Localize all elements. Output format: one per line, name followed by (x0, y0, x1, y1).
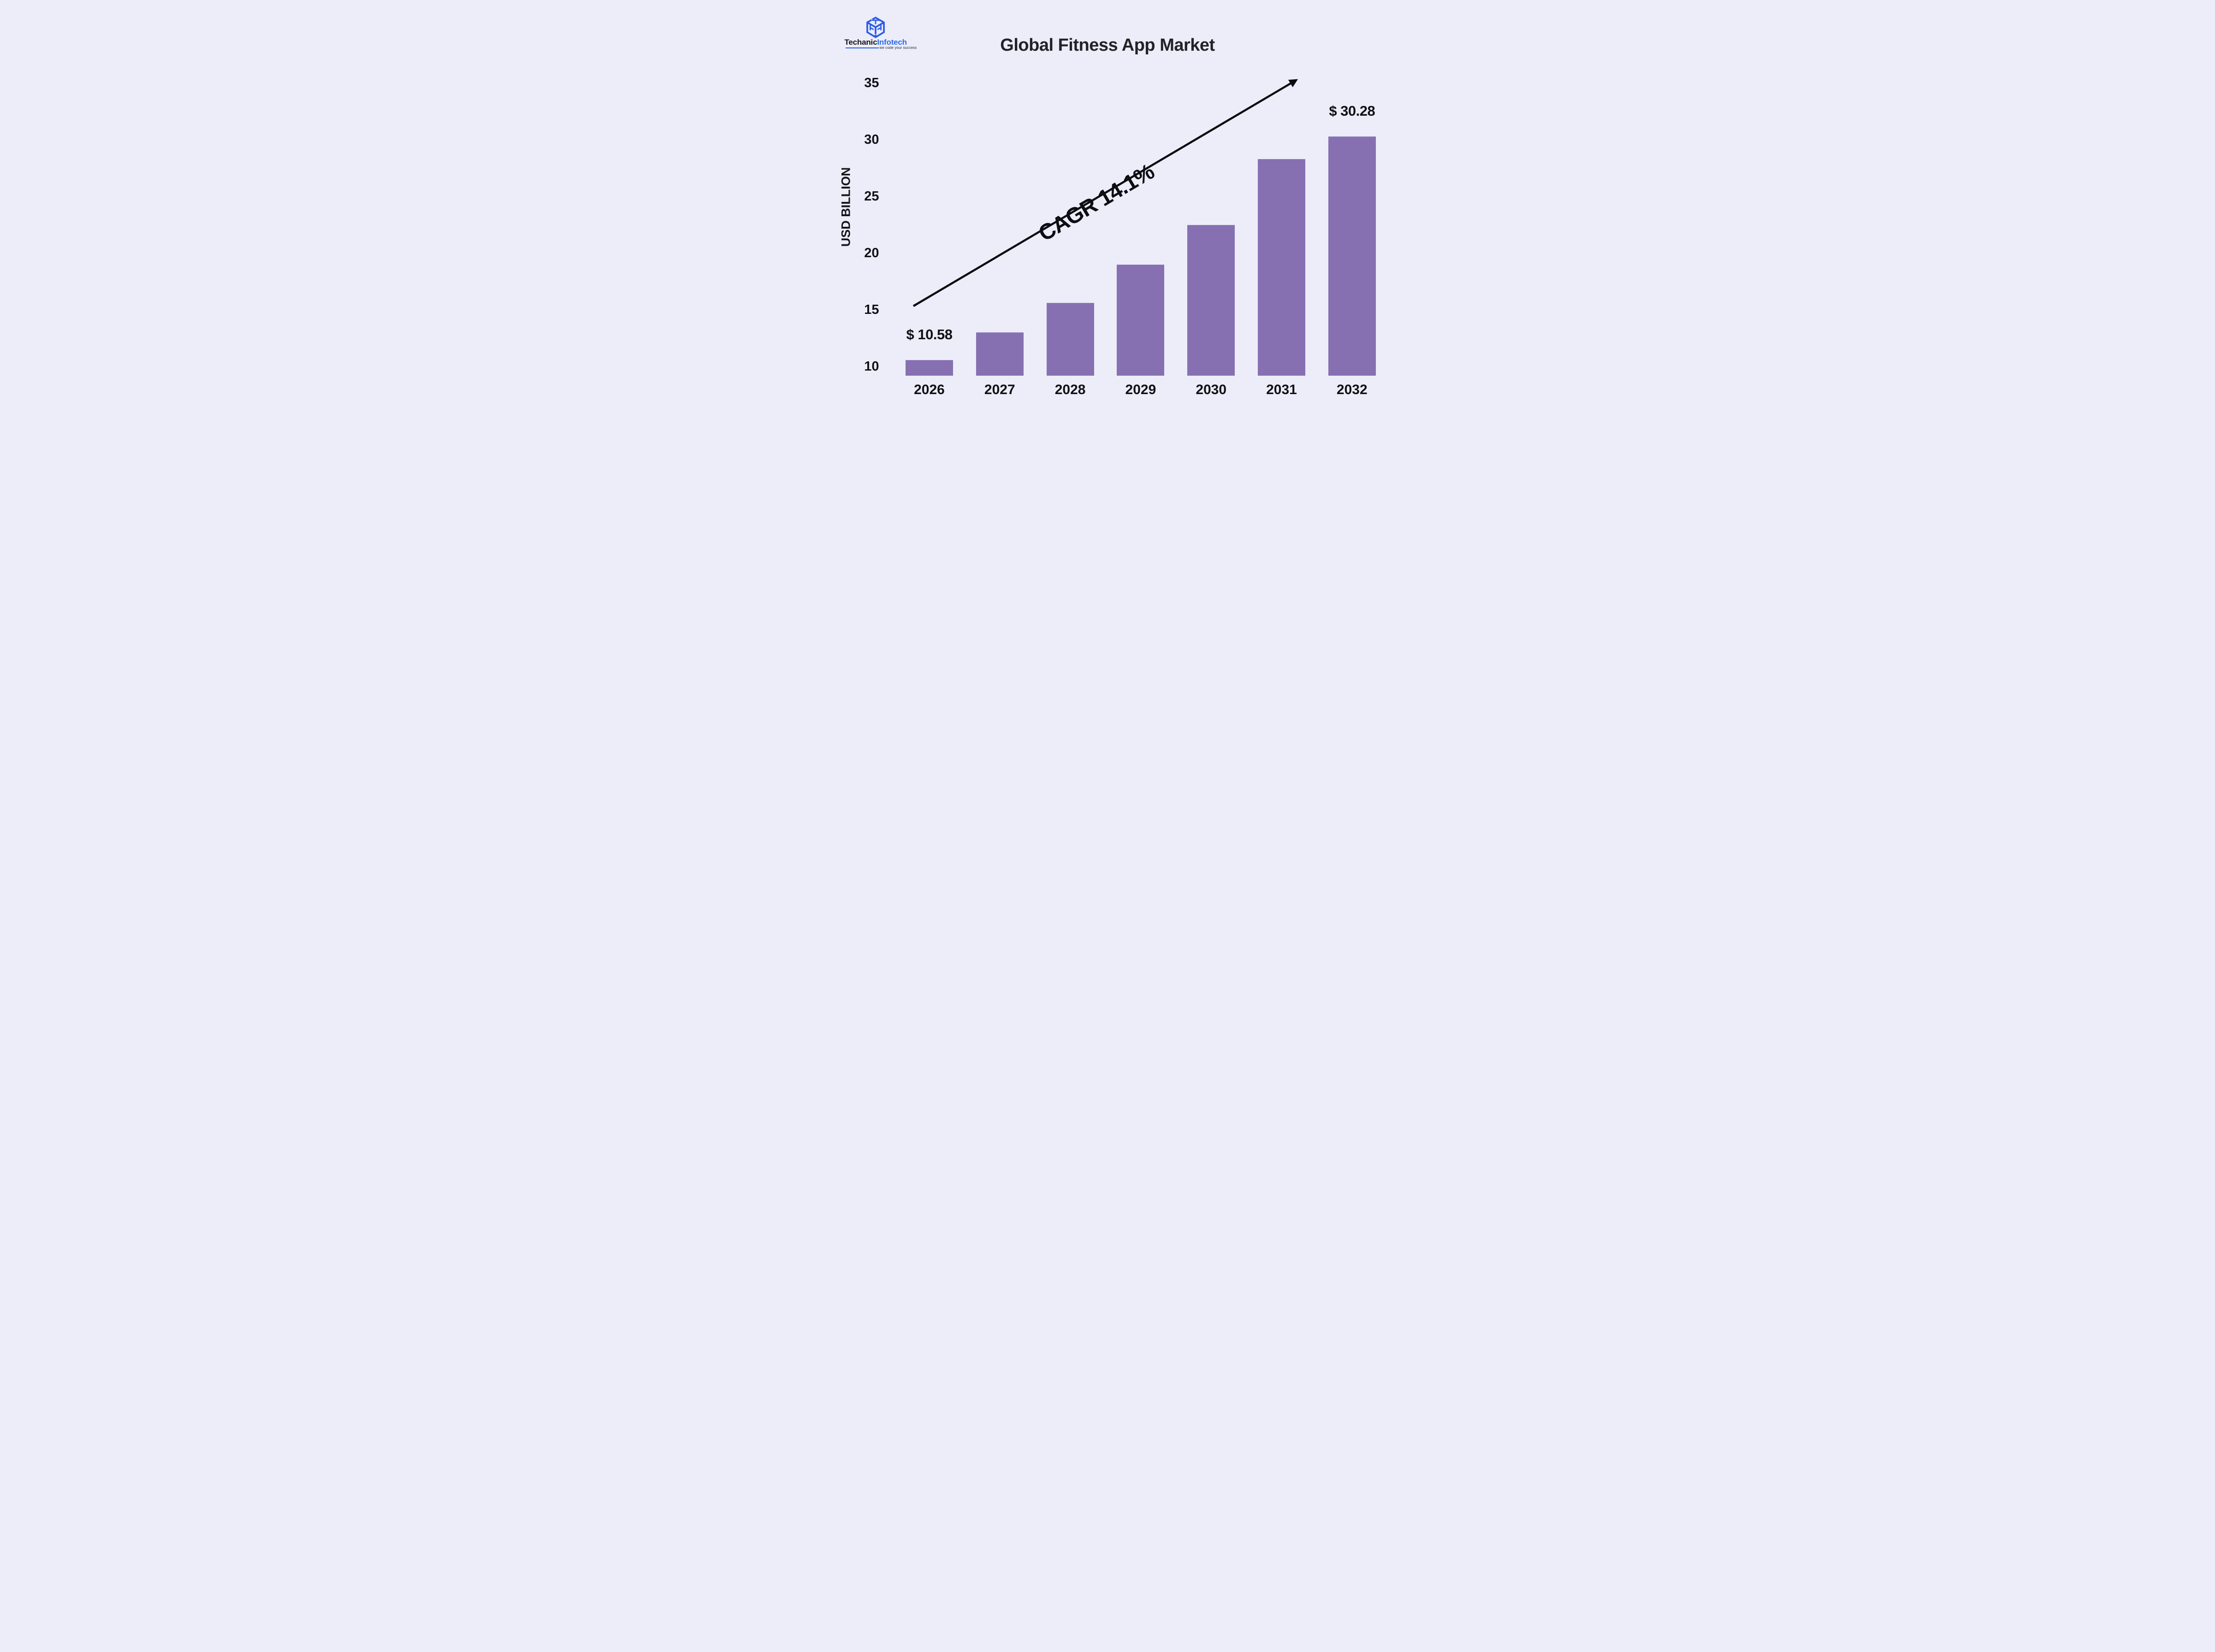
bar-value-label: $ 10.58 (906, 326, 953, 342)
x-category-label: 2028 (1054, 382, 1086, 397)
x-category-label: 2029 (1125, 382, 1156, 397)
x-category-label: 2032 (1336, 382, 1368, 397)
x-category-label: 2030 (1196, 382, 1227, 397)
brand-wordmark-blue: Infotech (877, 38, 907, 47)
y-tick-label: 25 (864, 189, 879, 204)
bar-2026 (906, 360, 953, 376)
bar-2032 (1328, 136, 1376, 376)
logo: TechanicInfotech we code your success (831, 0, 932, 60)
bar-2027 (976, 332, 1024, 376)
bar-2030 (1187, 224, 1235, 376)
x-category-label: 2026 (914, 382, 945, 397)
bar-value-label: $ 30.28 (1329, 103, 1375, 119)
cube-logo-icon (866, 17, 885, 38)
chart-title: Global Fitness App Market (1000, 35, 1215, 55)
bar-2028 (1046, 303, 1094, 376)
bar-2031 (1258, 159, 1305, 376)
x-category-label: 2027 (984, 382, 1015, 397)
y-axis-label: USD BILLION (839, 167, 853, 247)
y-tick-label: 35 (864, 76, 879, 90)
logo-tagline: we code your success (879, 46, 917, 50)
bar-2029 (1117, 264, 1165, 376)
logo-underline (845, 47, 879, 48)
y-tick-label: 10 (864, 359, 879, 374)
y-tick-label: 30 (864, 132, 879, 147)
brand-wordmark-black: Techanic (844, 38, 877, 47)
x-category-label: 2031 (1266, 382, 1297, 397)
cagr-annotation: CAGR 14.1% (1034, 159, 1158, 247)
brand-wordmark: TechanicInfotech (845, 38, 928, 47)
y-tick-label: 15 (864, 302, 879, 317)
infographic-canvas: TechanicInfotech we code your success Gl… (830, 0, 1385, 413)
y-tick-label: 20 (864, 246, 879, 260)
